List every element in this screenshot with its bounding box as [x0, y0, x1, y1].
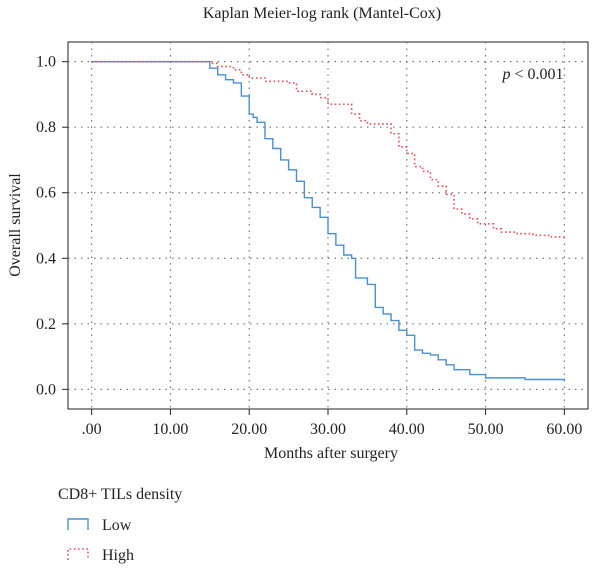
- p-symbol: p: [501, 66, 510, 83]
- x-tick-label: 30.00: [310, 421, 346, 438]
- p-value-annotation: p < 0.001: [501, 66, 563, 83]
- legend-swatch-low: [67, 518, 89, 530]
- y-tick-label: 1.0: [36, 54, 56, 71]
- x-tick-label: 50.00: [468, 421, 504, 438]
- x-tick-label: 60.00: [546, 421, 582, 438]
- y-tick-label: 0.0: [36, 381, 56, 398]
- x-tick-label: 20.00: [231, 421, 267, 438]
- y-tick-label: 0.6: [36, 185, 56, 202]
- y-tick-label: 0.2: [36, 316, 56, 333]
- series-lines: [91, 60, 566, 382]
- series-line-low: [91, 60, 566, 382]
- p-value-text: < 0.001: [510, 66, 563, 83]
- x-tick-label: .00: [82, 421, 102, 438]
- axis-ticks: .00 10.00 20.00 30.00 40.00 50.00 60.00 0.0 0.2 0…: [36, 54, 582, 438]
- y-tick-label: 0.4: [36, 250, 56, 267]
- legend: CD8+ TILs density Low High: [58, 486, 182, 564]
- chart-title: Kaplan Meier-log rank (Mantel-Cox): [203, 5, 441, 22]
- legend-label-high: High: [102, 547, 134, 564]
- y-axis-label: Overall survival: [7, 173, 24, 277]
- x-tick-label: 10.00: [152, 421, 188, 438]
- series-line-high: [91, 60, 565, 238]
- legend-swatch-high: [67, 548, 89, 560]
- legend-label-low: Low: [102, 517, 132, 534]
- legend-title: CD8+ TILs density: [58, 486, 182, 503]
- y-tick-label: 0.8: [36, 119, 56, 136]
- gridlines: [68, 42, 588, 409]
- x-tick-label: 40.00: [389, 421, 425, 438]
- legend-items: Low High: [67, 517, 134, 564]
- x-axis-label: Months after surgery: [264, 445, 398, 462]
